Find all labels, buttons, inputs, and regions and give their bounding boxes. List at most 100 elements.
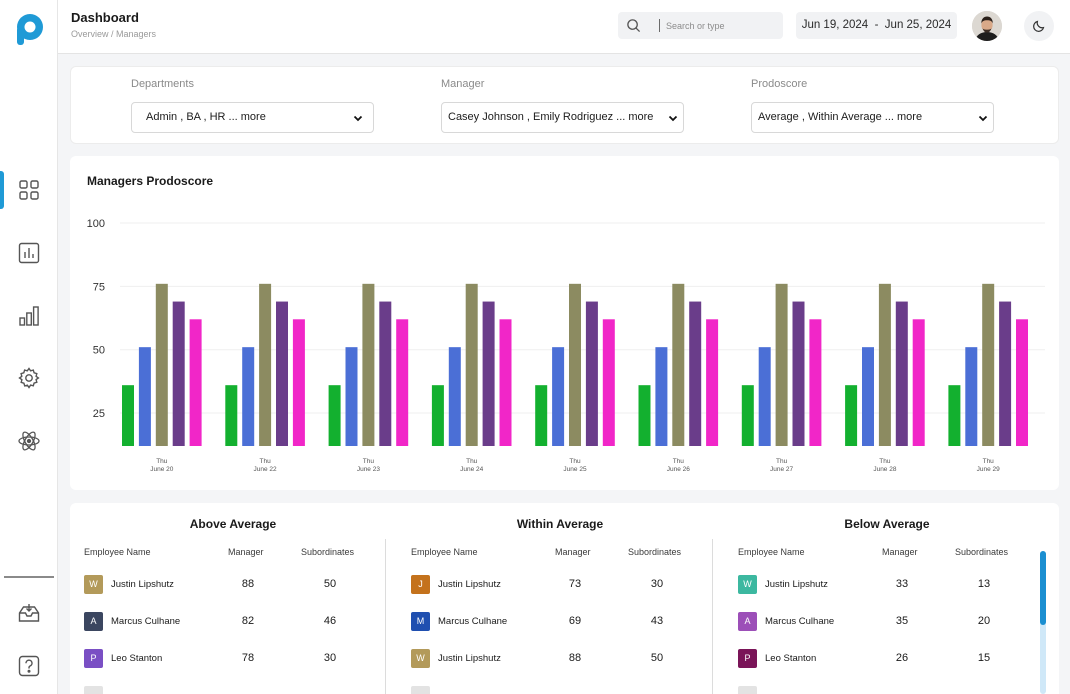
managers-prodoscore-chart: Managers Prodoscore 25 50 75 100 Thu June 20 T… xyxy=(70,156,1059,490)
bar[interactable] xyxy=(845,385,858,446)
column-header[interactable]: Employee Name xyxy=(84,547,151,557)
table-row[interactable]: W Justin Lipshutz 88 50 xyxy=(397,647,723,671)
employee-initial-badge xyxy=(84,686,103,694)
prodoscore-select[interactable]: Average , Within Average ... more xyxy=(751,102,994,133)
nav-inbox-icon[interactable] xyxy=(17,601,41,625)
bar[interactable] xyxy=(758,347,771,446)
bar[interactable] xyxy=(965,347,978,446)
bar[interactable] xyxy=(345,347,358,446)
table-title: Above Average xyxy=(189,517,277,531)
bar[interactable] xyxy=(638,385,651,446)
bar[interactable] xyxy=(602,319,615,446)
employee-initial-badge: P xyxy=(84,649,103,668)
bar[interactable] xyxy=(878,283,891,446)
bar[interactable] xyxy=(706,319,719,446)
bar[interactable] xyxy=(259,283,272,446)
app-logo[interactable] xyxy=(13,12,45,46)
subordinates-score: 43 xyxy=(650,615,664,627)
table-row[interactable]: J Justin Lipshutz 73 30 xyxy=(397,573,723,597)
column-header[interactable]: Employee Name xyxy=(411,547,478,557)
bar[interactable] xyxy=(138,347,151,446)
bar[interactable] xyxy=(948,385,961,446)
nav-atom-icon[interactable] xyxy=(17,429,41,453)
bar[interactable] xyxy=(862,347,874,446)
bar[interactable] xyxy=(792,301,805,446)
table-row-partial[interactable] xyxy=(397,684,723,694)
bar[interactable] xyxy=(465,283,478,446)
bar[interactable] xyxy=(895,301,908,446)
bar[interactable] xyxy=(585,301,598,446)
scrollbar-thumb[interactable] xyxy=(1040,551,1046,625)
bar[interactable] xyxy=(431,385,444,446)
bar[interactable] xyxy=(809,319,822,446)
theme-toggle-button[interactable] xyxy=(1024,11,1054,41)
table-row[interactable]: M Marcus Culhane 69 43 xyxy=(397,610,723,634)
subordinates-score: 50 xyxy=(650,652,664,664)
table-section: Below Average Employee Name Manager Subordi… xyxy=(724,503,1050,694)
bar[interactable] xyxy=(775,283,788,446)
bar[interactable] xyxy=(328,385,341,446)
employee-initial-badge: A xyxy=(738,612,757,631)
bar[interactable] xyxy=(672,283,685,446)
nav-bar-chart-icon[interactable] xyxy=(17,241,41,265)
bar[interactable] xyxy=(482,301,495,446)
table-row-partial[interactable] xyxy=(724,684,1050,694)
column-header[interactable]: Manager xyxy=(228,547,264,557)
column-header[interactable]: Employee Name xyxy=(738,547,805,557)
table-row[interactable]: A Marcus Culhane 35 20 xyxy=(724,610,1050,634)
table-row[interactable]: A Marcus Culhane 82 46 xyxy=(70,610,396,634)
bar[interactable] xyxy=(552,347,565,446)
departments-select[interactable]: Admin , BA , HR ... more xyxy=(131,102,374,133)
bar[interactable] xyxy=(655,347,668,446)
bar[interactable] xyxy=(379,301,392,446)
column-header[interactable]: Subordinates xyxy=(301,547,355,557)
bar[interactable] xyxy=(999,301,1012,446)
user-avatar[interactable] xyxy=(972,11,1002,41)
subordinates-score: 20 xyxy=(977,615,991,627)
table-row[interactable]: W Justin Lipshutz 88 50 xyxy=(70,573,396,597)
table-row[interactable]: P Leo Stanton 26 15 xyxy=(724,647,1050,671)
nav-help-icon[interactable] xyxy=(17,654,41,678)
table-row-partial[interactable] xyxy=(70,684,396,694)
x-tick-date: June 23 xyxy=(357,466,381,473)
bar[interactable] xyxy=(362,283,375,446)
column-header[interactable]: Manager xyxy=(882,547,918,557)
bar[interactable] xyxy=(292,319,305,446)
search-icon[interactable] xyxy=(626,18,641,33)
nav-dashboard-grid-icon[interactable] xyxy=(17,178,41,202)
bar[interactable] xyxy=(122,385,134,446)
bar[interactable] xyxy=(982,283,995,446)
nav-gear-icon[interactable] xyxy=(17,366,41,390)
bar[interactable] xyxy=(448,347,461,446)
date-range-picker[interactable]: Jun 19, 2024 - Jun 25, 2024 xyxy=(796,12,957,39)
bar[interactable] xyxy=(155,283,168,446)
bar[interactable] xyxy=(396,319,409,446)
search-input[interactable] xyxy=(666,16,776,35)
bar[interactable] xyxy=(499,319,512,446)
bar[interactable] xyxy=(741,385,754,446)
table-row[interactable]: P Leo Stanton 78 30 xyxy=(70,647,396,671)
bar[interactable] xyxy=(172,301,185,446)
chevron-down-icon xyxy=(353,115,363,122)
bar[interactable] xyxy=(569,283,581,446)
x-tick-date: June 20 xyxy=(150,466,174,473)
bar[interactable] xyxy=(225,385,238,446)
table-row[interactable]: W Justin Lipshutz 33 13 xyxy=(724,573,1050,597)
column-header[interactable]: Subordinates xyxy=(955,547,1009,557)
bar[interactable] xyxy=(189,319,202,446)
search-box[interactable] xyxy=(618,12,783,39)
breadcrumb[interactable]: Overview / Managers xyxy=(71,29,157,39)
bar[interactable] xyxy=(535,385,548,446)
x-tick-day: Thu xyxy=(776,458,788,465)
column-header[interactable]: Manager xyxy=(555,547,591,557)
bar[interactable] xyxy=(276,301,288,446)
bar[interactable] xyxy=(242,347,255,446)
bar[interactable] xyxy=(689,301,702,446)
chevron-down-icon xyxy=(978,115,988,122)
bar[interactable] xyxy=(912,319,925,446)
column-header[interactable]: Subordinates xyxy=(628,547,682,557)
bar[interactable] xyxy=(1016,319,1028,446)
manager-select[interactable]: Casey Johnson , Emily Rodriguez ... more xyxy=(441,102,684,133)
nav-ascending-bars-icon[interactable] xyxy=(17,304,41,328)
subordinates-score: 13 xyxy=(977,578,991,590)
